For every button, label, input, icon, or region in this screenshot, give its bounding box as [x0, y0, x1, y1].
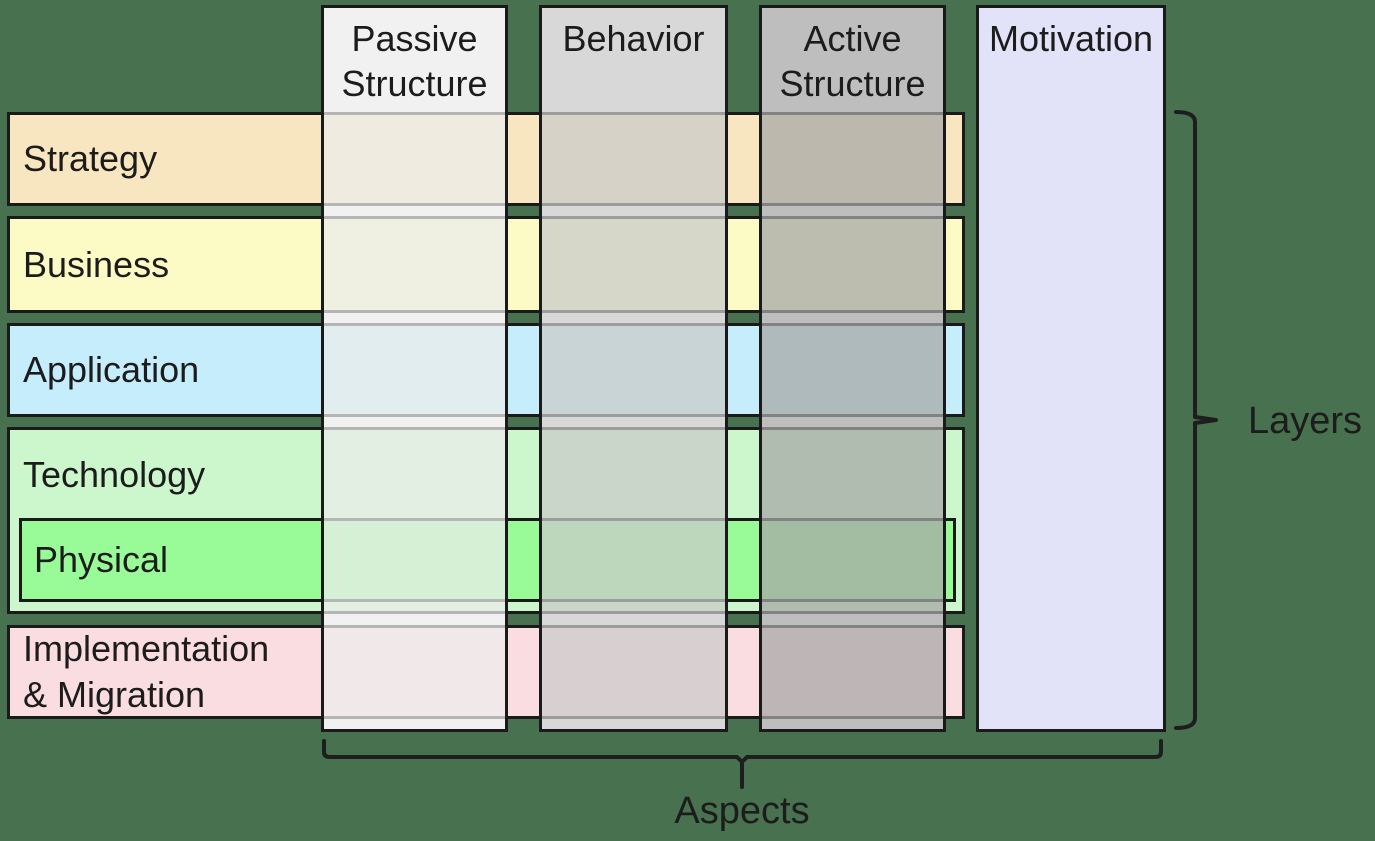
column-header-active-structure: Active Structure [779, 18, 926, 104]
layer-label-application: Application [23, 349, 200, 390]
aspects-bracket [322, 739, 1163, 789]
aspect-column-active-structure: Active Structure [759, 5, 946, 732]
aspect-column-behavior: Behavior [539, 5, 728, 732]
layers-label: Layers [1248, 400, 1363, 442]
layer-label-technology: Technology [23, 454, 206, 495]
layer-label-physical: Physical [34, 539, 169, 580]
aspect-column-motivation: Motivation [976, 5, 1166, 732]
layer-label-strategy: Strategy [23, 138, 158, 179]
aspects-label: Aspects [674, 790, 810, 832]
column-header-behavior: Behavior [562, 18, 705, 59]
layer-label-business: Business [23, 243, 170, 285]
layer-label-implementation-migration: Implementation & Migration [23, 628, 270, 715]
layers-bracket [1174, 110, 1218, 730]
aspect-column-passive-structure: Passive Structure [321, 5, 508, 732]
column-header-passive-structure: Passive Structure [341, 18, 488, 104]
column-header-motivation: Motivation [988, 18, 1154, 59]
